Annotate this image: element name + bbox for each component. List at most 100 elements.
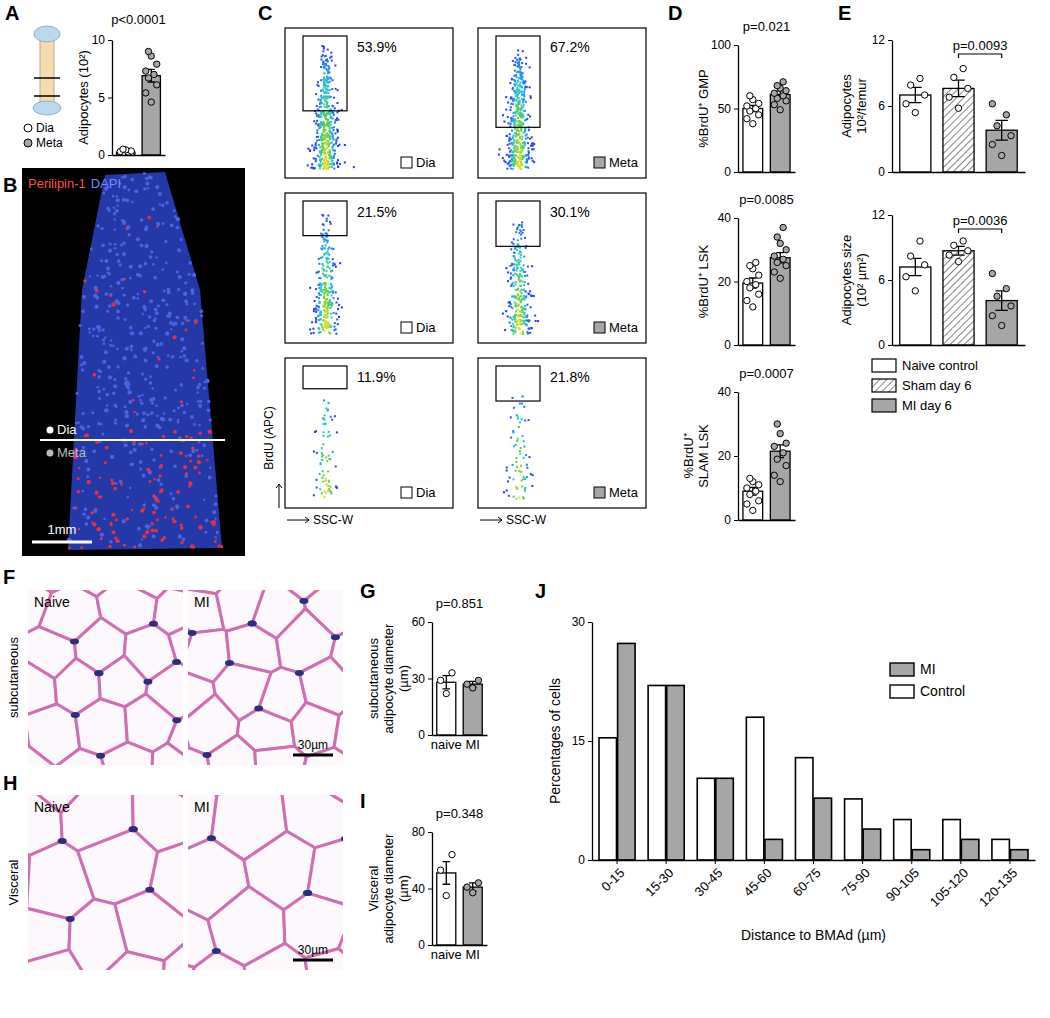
stain-speckle xyxy=(171,355,174,358)
event-dot xyxy=(318,284,320,286)
stain-speckle xyxy=(172,517,175,520)
event-dot xyxy=(502,114,504,116)
event-dot xyxy=(327,290,329,292)
stain-speckle xyxy=(126,225,130,229)
event-dot xyxy=(325,232,327,234)
stain-speckle xyxy=(138,395,141,398)
event-dot xyxy=(516,267,518,269)
stain-speckle xyxy=(93,373,97,377)
stain-speckle xyxy=(104,275,107,278)
stain-speckle xyxy=(127,390,131,394)
event-dot xyxy=(508,305,510,307)
event-dot xyxy=(512,119,514,121)
event-dot xyxy=(337,159,339,161)
stain-speckle xyxy=(79,425,83,429)
region-marker xyxy=(47,450,54,457)
event-dot xyxy=(320,311,322,313)
stain-speckle xyxy=(122,242,125,245)
gate-percentage: 67.2% xyxy=(550,39,590,55)
event-dot xyxy=(524,281,526,283)
event-dot xyxy=(525,166,527,168)
stain-speckle xyxy=(96,335,99,338)
event-dot xyxy=(315,93,317,95)
event-dot xyxy=(321,284,323,286)
event-dot xyxy=(537,320,539,322)
event-dot xyxy=(513,157,515,159)
stain-speckle xyxy=(136,237,140,241)
event-dot xyxy=(520,116,522,118)
event-dot xyxy=(517,103,519,105)
stain-speckle xyxy=(139,399,142,402)
event-dot xyxy=(507,271,509,273)
event-dot xyxy=(514,57,516,59)
event-dot xyxy=(332,292,334,294)
event-dot xyxy=(329,132,331,134)
stain-speckle xyxy=(216,531,219,534)
event-dot xyxy=(325,478,327,480)
panel-label: B xyxy=(3,174,17,196)
event-dot xyxy=(329,166,331,168)
stain-speckle xyxy=(155,185,159,189)
event-dot xyxy=(518,101,520,103)
event-dot xyxy=(324,86,326,88)
stain-speckle xyxy=(119,480,123,484)
event-dot xyxy=(516,146,518,148)
stain-speckle xyxy=(150,250,153,253)
stain-speckle xyxy=(109,540,113,544)
stain-speckle xyxy=(142,305,146,309)
y-tick-mark xyxy=(108,155,112,156)
event-dot xyxy=(330,77,332,79)
stain-speckle xyxy=(103,518,106,521)
event-dot xyxy=(523,91,525,93)
stain-speckle xyxy=(185,455,188,458)
stain-speckle xyxy=(86,515,90,519)
event-dot xyxy=(512,115,514,117)
event-dot xyxy=(330,283,332,285)
stain-speckle xyxy=(94,305,98,309)
event-dot xyxy=(523,256,525,258)
event-dot xyxy=(522,331,524,333)
event-dot xyxy=(531,295,533,297)
event-dot xyxy=(326,308,328,310)
stain-speckle xyxy=(127,496,129,498)
event-dot xyxy=(320,111,322,113)
event-dot xyxy=(324,130,326,132)
stain-speckle xyxy=(185,358,189,362)
stain-speckle xyxy=(127,233,130,236)
event-dot xyxy=(526,118,528,120)
event-dot xyxy=(521,146,523,148)
event-dot xyxy=(321,102,323,104)
event-dot xyxy=(505,109,507,111)
event-dot xyxy=(527,167,529,169)
event-dot xyxy=(332,451,334,453)
event-dot xyxy=(512,330,514,332)
event-dot xyxy=(517,62,519,64)
stain-speckle xyxy=(178,436,182,440)
event-dot xyxy=(516,83,518,85)
stain-speckle xyxy=(181,322,184,325)
event-dot xyxy=(328,455,330,457)
event-dot xyxy=(323,98,325,100)
event-dot xyxy=(517,315,519,317)
event-dot xyxy=(323,238,325,240)
stain-speckle xyxy=(113,487,117,491)
event-dot xyxy=(331,60,333,62)
event-dot xyxy=(523,295,525,297)
event-dot xyxy=(336,161,338,163)
scale-bar xyxy=(32,541,92,544)
event-dot xyxy=(512,168,514,170)
event-dot xyxy=(520,152,522,154)
stain-speckle xyxy=(74,507,77,510)
stain-speckle xyxy=(160,538,164,542)
event-dot xyxy=(519,229,521,231)
event-dot xyxy=(520,161,522,163)
event-dot xyxy=(524,237,526,239)
data-point xyxy=(151,71,157,77)
event-dot xyxy=(328,275,330,277)
event-dot xyxy=(527,320,529,322)
event-dot xyxy=(523,94,525,96)
event-dot xyxy=(516,288,518,290)
event-dot xyxy=(517,156,519,158)
event-dot xyxy=(518,259,520,261)
stain-speckle xyxy=(143,187,146,190)
